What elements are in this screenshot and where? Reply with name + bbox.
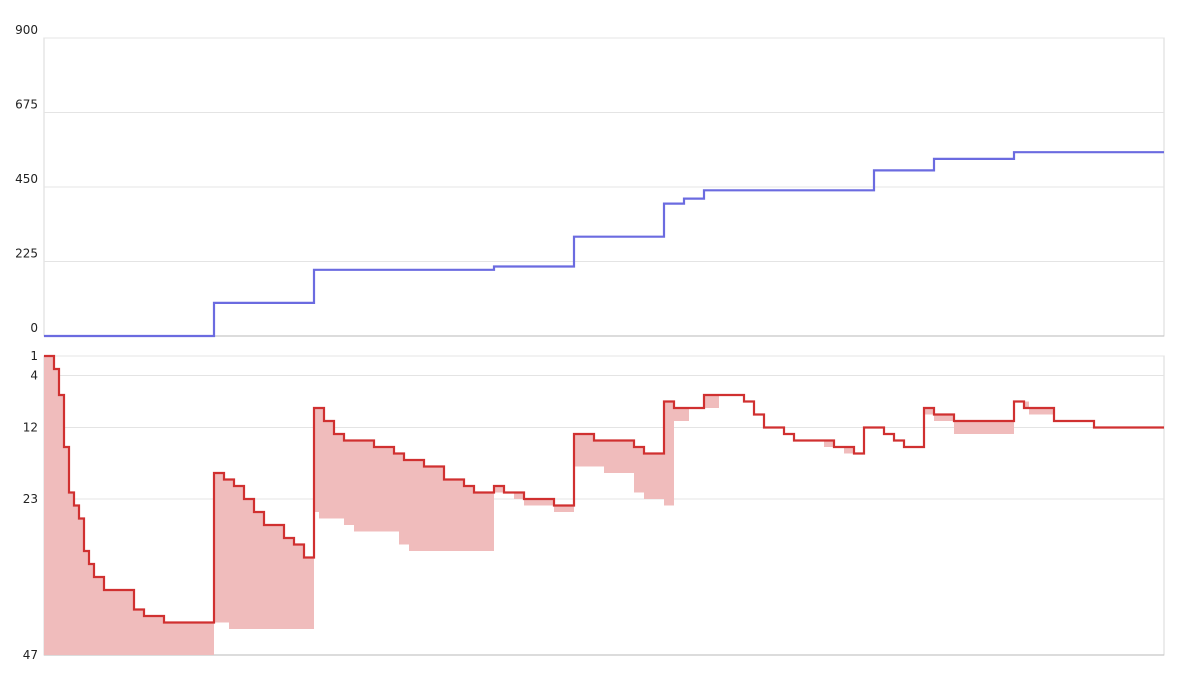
- series-area-fill: [44, 356, 1164, 655]
- plot-frame: [43, 355, 1165, 656]
- y-tick-label: 1: [30, 349, 38, 363]
- y-tick-label: 675: [15, 98, 38, 112]
- y-tick-label: 4: [30, 369, 38, 383]
- y-tick-label: 225: [15, 247, 38, 261]
- top-chart-panel: 0 225 450 675 900: [15, 23, 1165, 338]
- y-tick-label: 23: [23, 492, 38, 506]
- series-line: [44, 151, 1164, 338]
- y-tick-label: 47: [23, 648, 38, 662]
- y-tick-label: 450: [15, 172, 38, 186]
- bottom-chart-panel: 1 4 12 23 47: [23, 349, 1165, 662]
- y-tick-label: 12: [23, 421, 38, 435]
- series-line: [44, 354, 1164, 624]
- y-tick-label: 0: [30, 321, 38, 335]
- y-tick-label: 900: [15, 23, 38, 37]
